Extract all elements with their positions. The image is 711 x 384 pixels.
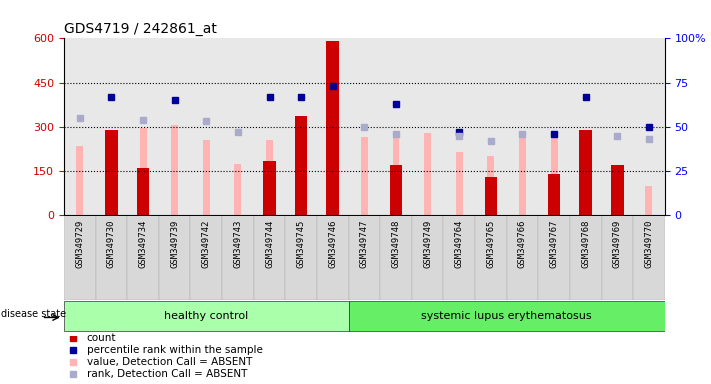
Bar <box>475 215 507 300</box>
Bar <box>602 215 634 300</box>
Text: GSM349768: GSM349768 <box>581 219 590 268</box>
Text: GSM349767: GSM349767 <box>550 219 559 268</box>
Bar <box>191 215 222 300</box>
Bar <box>456 152 463 215</box>
Bar <box>285 215 317 300</box>
Text: GDS4719 / 242861_at: GDS4719 / 242861_at <box>64 22 217 36</box>
Bar <box>444 215 475 300</box>
Bar <box>317 38 348 215</box>
Bar <box>266 140 273 215</box>
Bar <box>380 38 412 215</box>
Text: GSM349730: GSM349730 <box>107 219 116 268</box>
Bar <box>646 185 653 215</box>
Bar <box>538 215 570 300</box>
Bar <box>507 215 538 300</box>
Bar <box>317 215 348 300</box>
Bar <box>547 174 560 215</box>
Text: GSM349746: GSM349746 <box>328 219 337 268</box>
Text: GSM349739: GSM349739 <box>170 219 179 268</box>
Bar <box>285 38 317 215</box>
Text: GSM349734: GSM349734 <box>139 219 148 268</box>
Text: GSM349747: GSM349747 <box>360 219 369 268</box>
Bar <box>137 168 149 215</box>
Bar <box>348 38 380 215</box>
Bar <box>412 38 444 215</box>
Bar <box>348 215 380 300</box>
Text: GSM349745: GSM349745 <box>296 219 306 268</box>
Bar <box>538 38 570 215</box>
Bar <box>203 140 210 215</box>
Text: GSM349744: GSM349744 <box>265 219 274 268</box>
Bar <box>634 38 665 215</box>
Bar <box>412 215 444 300</box>
Bar <box>390 165 402 215</box>
Bar <box>191 38 222 215</box>
Text: GSM349749: GSM349749 <box>423 219 432 268</box>
Bar <box>326 41 339 215</box>
Bar <box>475 38 507 215</box>
Bar <box>519 139 526 215</box>
Text: GSM349743: GSM349743 <box>233 219 242 268</box>
Bar <box>295 116 307 215</box>
Bar <box>95 38 127 215</box>
Bar <box>507 38 538 215</box>
Bar <box>488 156 494 215</box>
Bar <box>611 165 624 215</box>
Bar <box>348 301 665 331</box>
Bar <box>579 130 592 215</box>
Text: disease state: disease state <box>1 309 66 319</box>
Bar <box>444 38 475 215</box>
Text: systemic lupus erythematosus: systemic lupus erythematosus <box>422 311 592 321</box>
Bar <box>392 139 400 215</box>
Bar <box>127 38 159 215</box>
Bar <box>222 38 254 215</box>
Bar <box>64 215 95 300</box>
Bar <box>380 215 412 300</box>
Text: percentile rank within the sample: percentile rank within the sample <box>87 345 262 356</box>
Text: GSM349729: GSM349729 <box>75 219 85 268</box>
Bar <box>159 38 191 215</box>
Bar <box>76 146 83 215</box>
Text: rank, Detection Call = ABSENT: rank, Detection Call = ABSENT <box>87 369 247 379</box>
Bar <box>263 161 276 215</box>
Text: GSM349748: GSM349748 <box>392 219 400 268</box>
Text: GSM349764: GSM349764 <box>455 219 464 268</box>
Text: count: count <box>87 333 117 343</box>
Text: GSM349769: GSM349769 <box>613 219 622 268</box>
Bar <box>159 215 191 300</box>
Bar <box>222 215 254 300</box>
Bar <box>105 130 118 215</box>
Bar <box>127 215 159 300</box>
Bar <box>139 128 146 215</box>
Text: value, Detection Call = ABSENT: value, Detection Call = ABSENT <box>87 358 252 367</box>
Bar <box>235 164 241 215</box>
Bar <box>254 215 285 300</box>
Bar <box>64 301 348 331</box>
Text: GSM349765: GSM349765 <box>486 219 496 268</box>
Bar <box>550 139 557 215</box>
Text: healthy control: healthy control <box>164 311 248 321</box>
Bar <box>95 215 127 300</box>
Bar <box>424 132 431 215</box>
Bar <box>570 38 602 215</box>
Bar <box>171 125 178 215</box>
Text: GSM349770: GSM349770 <box>644 219 653 268</box>
Bar <box>361 137 368 215</box>
Bar <box>64 38 95 215</box>
Bar <box>485 177 497 215</box>
Bar <box>602 38 634 215</box>
Bar <box>634 215 665 300</box>
Text: GSM349742: GSM349742 <box>202 219 210 268</box>
Bar <box>254 38 285 215</box>
Bar <box>570 215 602 300</box>
Text: GSM349766: GSM349766 <box>518 219 527 268</box>
